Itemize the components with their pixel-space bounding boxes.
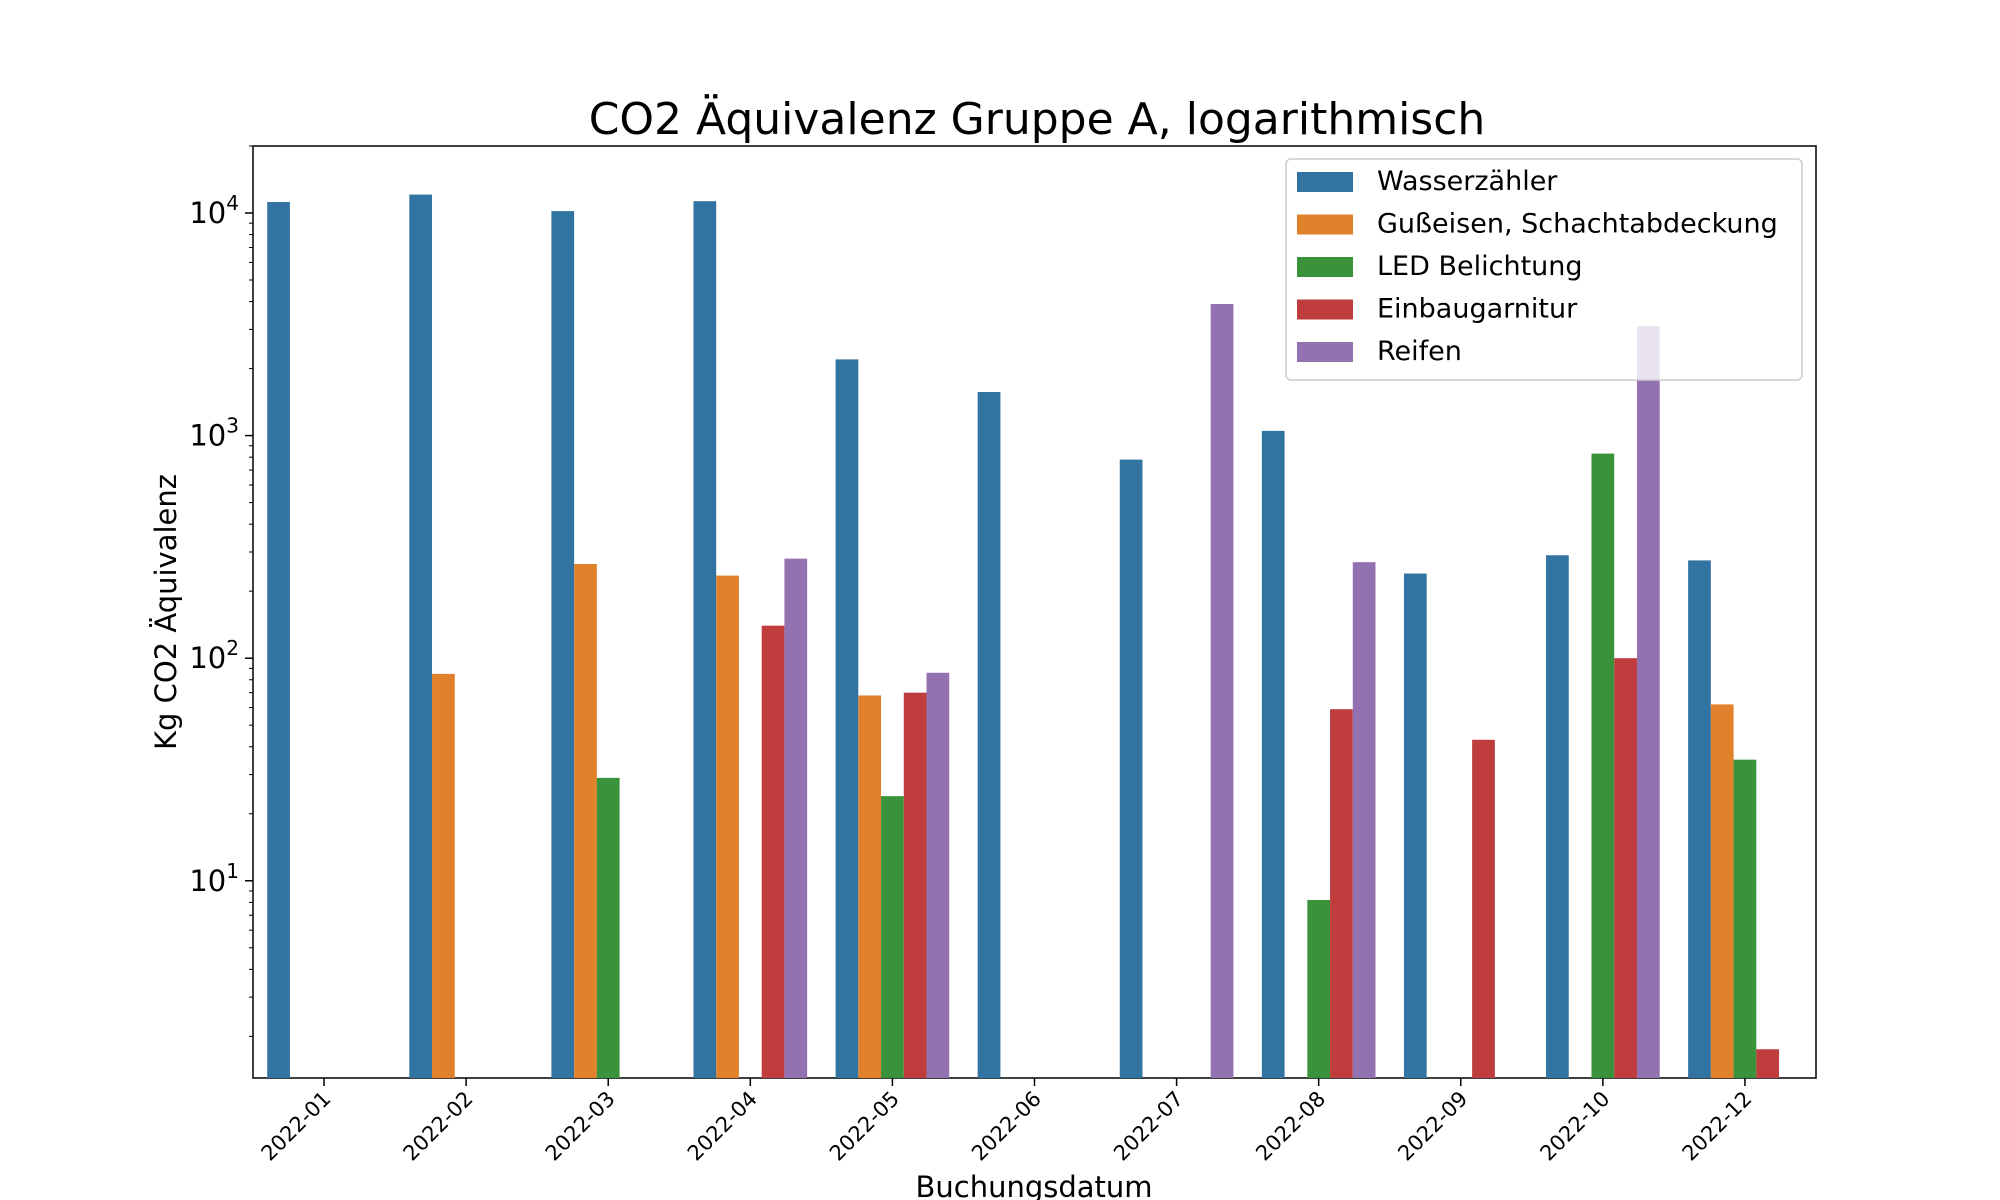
bar-reifen-2022-10 [1636,326,1660,1079]
bar-einbaugarnitur-2022-05 [903,692,927,1078]
bar-wasserzähler-2022-03 [551,211,575,1079]
bar-gußeisen-schachtabdeckung-2022-02 [432,673,455,1078]
bar-gußeisen-schachtabdeckung-2022-04 [716,575,739,1078]
y-tick-label: 102 [189,636,239,675]
x-tick-label: 2022-03 [541,1087,620,1166]
y-tick-label: 101 [189,859,239,898]
legend-swatch [1297,342,1353,362]
legend-label: LED Belichtung [1377,251,1583,282]
bar-wasserzähler-2022-05 [835,359,859,1078]
x-tick-label: 2022-04 [683,1087,762,1166]
x-tick-label: 2022-01 [257,1087,336,1166]
y-axis-label: Kg CO2 Äquivalenz [149,474,183,750]
bar-wasserzähler-2022-04 [693,201,717,1078]
bar-wasserzähler-2022-01 [267,202,290,1079]
bar-einbaugarnitur-2022-10 [1614,658,1637,1078]
legend-swatch [1297,214,1353,235]
chart-title: CO2 Äquivalenz Gruppe A, logarithmisch [589,93,1486,145]
bar-gußeisen-schachtabdeckung-2022-05 [858,695,882,1078]
bar-wasserzähler-2022-02 [409,194,433,1078]
x-tick-label: 2022-12 [1678,1087,1757,1166]
x-tick-label: 2022-08 [1251,1087,1330,1166]
legend-frame [1285,158,1803,381]
bar-einbaugarnitur-2022-08 [1330,709,1353,1078]
x-tick-label: 2022-09 [1393,1087,1472,1166]
y-axis: 101 102 103 104 [189,145,253,1037]
legend-label: Gußeisen, Schachtabdeckung [1377,209,1778,240]
x-tick-label: 2022-07 [1109,1087,1188,1166]
y-tick-label: 104 [189,191,239,230]
bar-einbaugarnitur-2022-04 [761,625,785,1078]
legend-label: Einbaugarnitur [1377,294,1578,325]
bar-einbaugarnitur-2022-12 [1756,1049,1780,1078]
x-axis-label: Buchungsdatum [915,1170,1152,1200]
bar-wasserzähler-2022-06 [977,391,1001,1078]
bar-reifen-2022-08 [1352,562,1376,1078]
legend-label: Wasserzähler [1377,166,1558,197]
x-tick-label: 2022-05 [825,1087,904,1166]
bar-wasserzähler-2022-12 [1688,560,1711,1078]
bar-wasserzähler-2022-10 [1546,555,1569,1078]
bars-layer [267,194,1780,1079]
bar-led-belichtung-2022-03 [596,777,620,1078]
bar-gußeisen-schachtabdeckung-2022-12 [1710,704,1734,1078]
bar-led-belichtung-2022-05 [881,796,904,1078]
x-tick-label: 2022-02 [399,1087,478,1166]
legend-label: Reifen [1377,336,1462,367]
legend: Wasserzähler Gußeisen, Schachtabdeckung LE… [1285,158,1803,381]
bar-gußeisen-schachtabdeckung-2022-03 [574,563,597,1078]
x-tick-label: 2022-10 [1535,1087,1614,1166]
bar-reifen-2022-07 [1210,304,1234,1078]
y-tick-label: 103 [189,414,239,453]
bar-wasserzähler-2022-09 [1403,573,1427,1078]
legend-swatch [1297,172,1353,192]
bar-einbaugarnitur-2022-09 [1472,739,1495,1078]
bar-led-belichtung-2022-08 [1307,899,1331,1078]
bar-reifen-2022-04 [784,558,808,1078]
bar-led-belichtung-2022-12 [1733,759,1757,1078]
bar-wasserzähler-2022-08 [1261,430,1285,1078]
legend-swatch [1297,299,1353,320]
bar-reifen-2022-05 [926,672,950,1078]
x-tick-label: 2022-06 [967,1087,1046,1166]
bar-led-belichtung-2022-10 [1591,453,1615,1078]
x-axis: 2022-01 2022-02 2022-03 2022-04 2022-05 2022-… [257,1078,1757,1166]
legend-swatch [1297,257,1353,277]
bar-wasserzähler-2022-07 [1119,459,1143,1078]
